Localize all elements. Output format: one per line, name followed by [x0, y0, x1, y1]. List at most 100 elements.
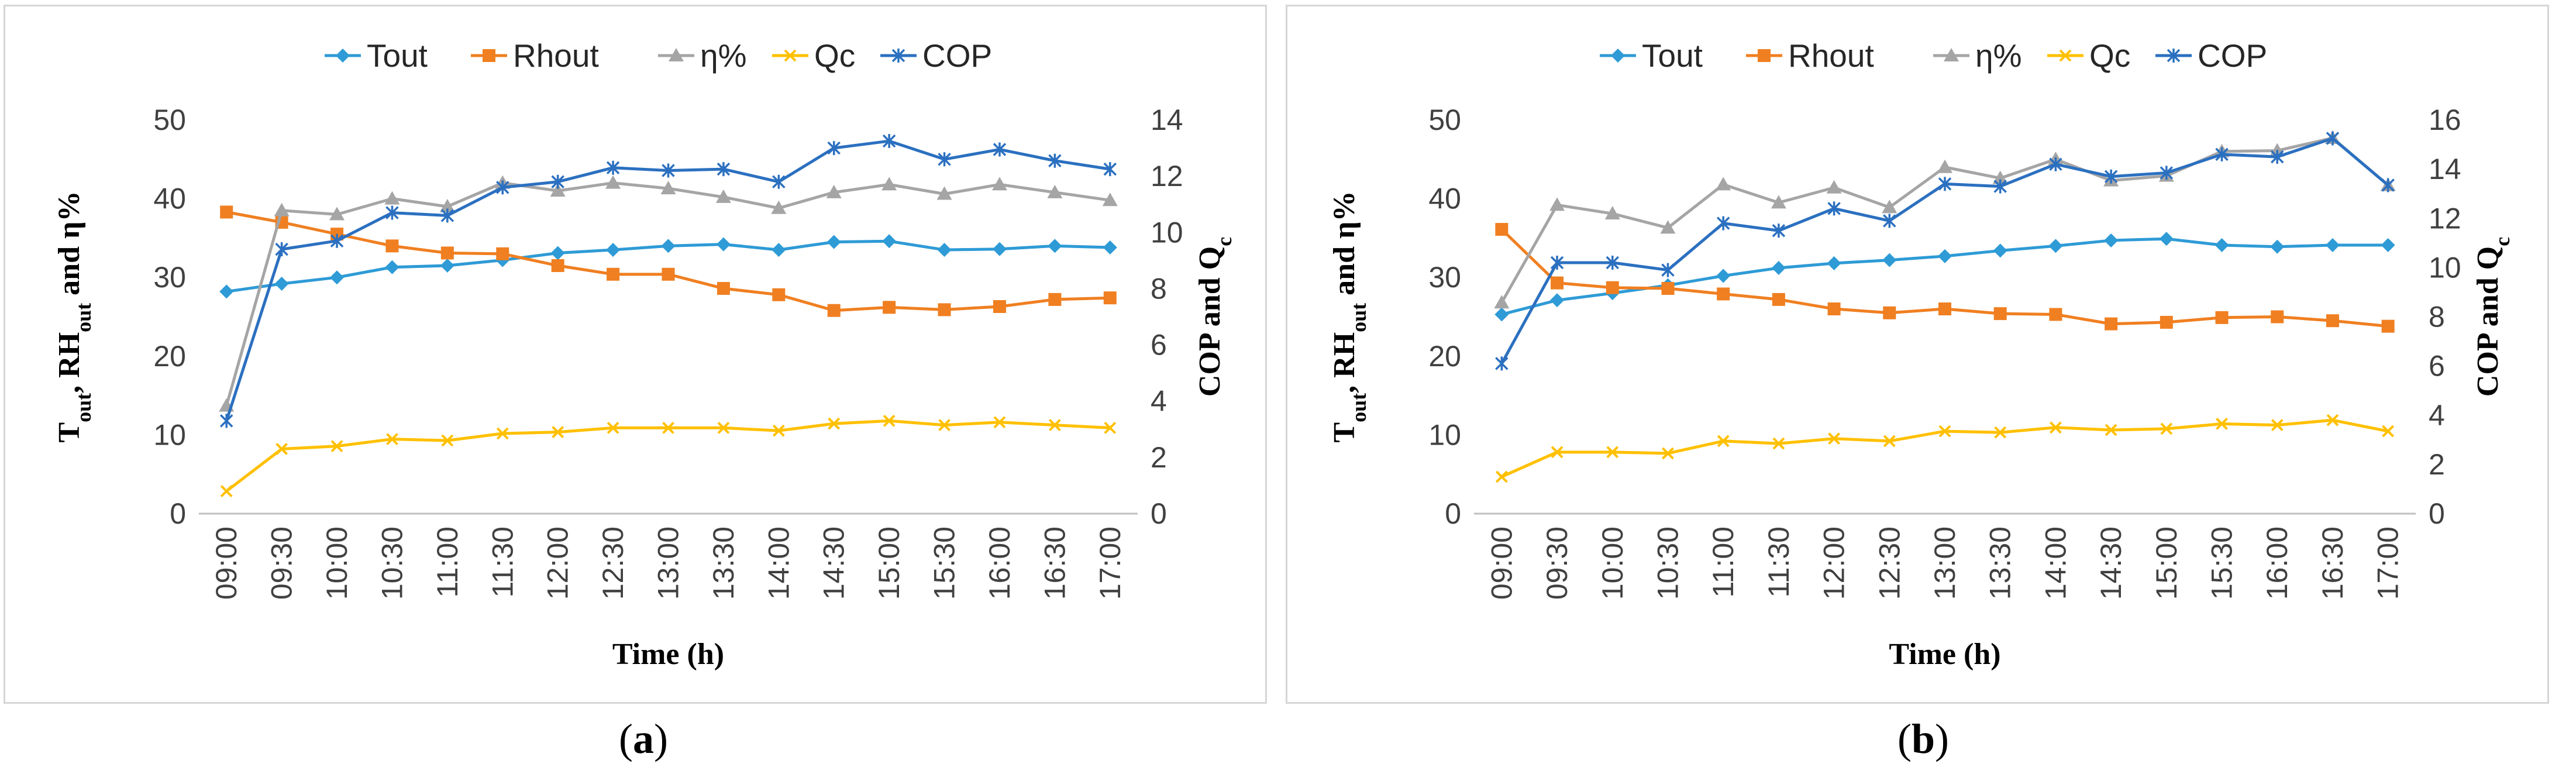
x-tick-label: 12:00 [542, 527, 574, 600]
data-point [1827, 201, 1841, 216]
y-right-tick-label: 16 [2429, 104, 2461, 136]
legend-label: η% [1975, 37, 2022, 74]
x-tick-label: 10:00 [1596, 527, 1629, 600]
data-point [826, 235, 841, 249]
data-point [607, 421, 619, 434]
y-right-tick-label: 8 [2429, 301, 2445, 333]
data-point [993, 142, 1007, 157]
data-point [606, 160, 620, 175]
x-tick-label: 16:30 [1038, 527, 1071, 600]
data-point [827, 141, 841, 156]
legend-label: Tout [367, 37, 428, 74]
data-point [440, 246, 454, 260]
x-tick-label: 11:30 [1762, 527, 1795, 597]
legend-marker [784, 49, 797, 62]
x-tick-label: 16:00 [2261, 527, 2293, 600]
legend-marker [336, 49, 350, 63]
x-tick-label: 09:30 [266, 527, 298, 600]
data-point [883, 301, 896, 314]
data-point [1550, 293, 1565, 308]
legend-item: Tout [1600, 37, 1703, 74]
y-left-tick-label: 50 [1428, 104, 1461, 136]
x-tick-label: 17:00 [2372, 527, 2405, 600]
panel-caption-a: (a) [619, 715, 668, 762]
x-tick-label: 09:00 [210, 527, 243, 600]
data-point [2381, 319, 2395, 333]
data-point [2326, 131, 2340, 146]
data-point [2160, 315, 2173, 329]
data-point [2326, 414, 2339, 426]
data-point [2160, 166, 2174, 180]
legend-label: Qc [814, 37, 855, 74]
x-tick-label: 16:00 [983, 527, 1016, 600]
y-left-tick-label: 20 [1428, 340, 1461, 373]
legend-item: Qc [2047, 37, 2130, 74]
data-point [1495, 356, 1509, 371]
data-point [1716, 216, 1730, 230]
chart-b: 0 10 20 30 40 50 0 2 4 6 8 10 12 14 16 09:00 09:30 10:00 1… [1328, 37, 2514, 671]
x-tick-label: 11:00 [1707, 527, 1740, 597]
x-tick-label: 11:00 [431, 527, 464, 597]
y-right-tick-label: 10 [1151, 216, 1183, 249]
y-right-tick-label: 12 [1151, 160, 1183, 192]
data-point [992, 242, 1007, 256]
data-point [2105, 317, 2118, 331]
y-right-tick-label: 6 [2429, 350, 2445, 383]
data-point [772, 424, 785, 437]
data-point [2104, 233, 2119, 247]
data-point [938, 419, 950, 431]
legend-label: Qc [2089, 37, 2130, 74]
data-point [1883, 435, 1896, 448]
data-point [1717, 435, 1730, 448]
data-point [219, 284, 234, 299]
data-point [330, 270, 345, 285]
x-tick-label: 16:30 [2316, 527, 2349, 600]
legend-marker [483, 49, 495, 62]
data-point [606, 243, 621, 257]
data-point [1772, 293, 1785, 306]
legend-marker [2059, 49, 2072, 62]
data-point [330, 440, 343, 453]
data-point [1606, 281, 1619, 294]
data-point [274, 276, 289, 291]
data-point [936, 186, 952, 200]
data-point [1048, 153, 1062, 168]
y-right-tick-label: 12 [2429, 202, 2461, 235]
x-tick-label: 13:00 [1928, 527, 1961, 600]
x-tick-label: 09:00 [1485, 527, 1518, 600]
data-point [2271, 150, 2284, 164]
data-point [1938, 425, 1951, 438]
legend: Tout Rhout η% Qc COP [1600, 37, 2267, 74]
data-point [1937, 159, 1952, 173]
legend: Tout Rhout η% Qc COP [325, 37, 992, 74]
data-point [496, 180, 509, 195]
data-point [715, 189, 731, 203]
data-point [1992, 170, 2008, 184]
data-point [1993, 179, 2007, 194]
data-point [1550, 255, 1564, 270]
x-tick-label: 17:00 [1094, 527, 1127, 600]
legend-item: Tout [325, 37, 428, 74]
data-point [2215, 147, 2229, 161]
series-line [225, 419, 1110, 493]
data-point [1772, 223, 1786, 238]
legend-marker [669, 48, 684, 61]
data-point [2159, 232, 2174, 246]
data-point [1938, 249, 1952, 263]
data-point [2048, 239, 2063, 253]
data-point [386, 433, 398, 446]
series-Tout [1494, 232, 2395, 322]
data-point [881, 177, 897, 191]
data-point [2271, 310, 2284, 324]
data-point [1662, 447, 1674, 460]
data-point [1103, 291, 1117, 305]
data-point [1772, 437, 1785, 450]
x-tick-label: 10:30 [1651, 527, 1684, 600]
data-point [440, 259, 454, 273]
data-point [716, 237, 731, 252]
data-point [1549, 197, 1565, 211]
data-point [2382, 425, 2395, 438]
legend-item: Rhout [1746, 37, 1874, 74]
data-point [2160, 422, 2173, 435]
x-tick-label: 14:00 [2039, 527, 2072, 600]
